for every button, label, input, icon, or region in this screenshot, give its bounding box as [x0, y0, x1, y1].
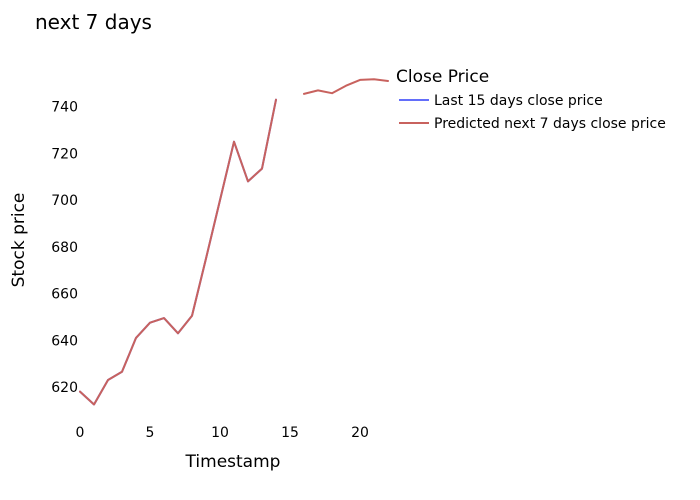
y-axis-ticks: 620 640 660 680 700 720 740 [51, 100, 78, 396]
x-axis-ticks: 0 5 10 15 20 [76, 425, 369, 441]
y-tick-label: 680 [51, 240, 78, 256]
legend-label-1: Last 15 days close price [434, 93, 603, 109]
plot-area [79, 78, 389, 406]
y-tick-label: 700 [51, 193, 78, 209]
y-axis-title: Stock price [9, 193, 29, 288]
x-tick-label: 5 [146, 425, 155, 441]
legend: Close Price Last 15 days close price Pred… [396, 67, 666, 132]
chart-title: next 7 days [35, 10, 152, 34]
series-line-2 [79, 78, 389, 406]
legend-label-2: Predicted next 7 days close price [434, 116, 666, 132]
x-tick-label: 20 [351, 425, 369, 441]
y-tick-label: 660 [51, 287, 78, 303]
y-tick-label: 740 [51, 100, 78, 116]
x-axis-title: Timestamp [185, 452, 281, 472]
y-tick-label: 620 [51, 380, 78, 396]
y-tick-label: 640 [51, 333, 78, 349]
x-tick-label: 10 [211, 425, 229, 441]
y-tick-label: 720 [51, 146, 78, 162]
x-tick-label: 15 [281, 425, 299, 441]
series-line-1 [79, 98, 277, 406]
x-tick-label: 0 [76, 425, 85, 441]
legend-title: Close Price [396, 67, 489, 87]
